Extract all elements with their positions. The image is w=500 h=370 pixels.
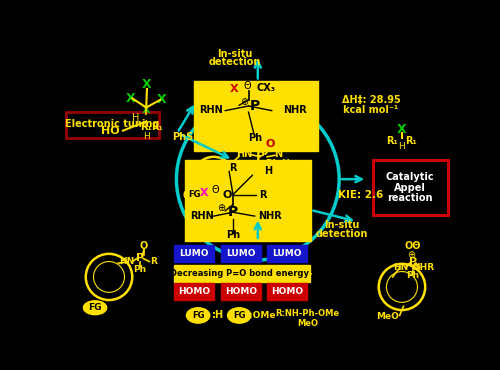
- Bar: [220, 283, 261, 300]
- Bar: [194, 81, 318, 151]
- Text: MeO: MeO: [297, 319, 318, 328]
- Text: Ph: Ph: [226, 231, 240, 240]
- Text: X: X: [230, 84, 239, 94]
- Text: HO: HO: [101, 126, 120, 136]
- Ellipse shape: [184, 188, 204, 202]
- Text: R:NH-Ph-OMe: R:NH-Ph-OMe: [276, 309, 340, 319]
- Text: X: X: [200, 188, 208, 198]
- Text: FG: FG: [233, 311, 245, 320]
- Text: R: R: [150, 257, 156, 266]
- Ellipse shape: [186, 308, 210, 323]
- Text: R: R: [229, 162, 237, 172]
- Text: MeO: MeO: [376, 313, 400, 322]
- Text: Θ: Θ: [243, 81, 251, 91]
- Text: R₁: R₁: [406, 137, 417, 147]
- Text: HOMO: HOMO: [178, 287, 210, 296]
- Text: O: O: [223, 189, 232, 199]
- Text: Appel: Appel: [394, 183, 426, 193]
- Text: H: H: [143, 132, 150, 141]
- Text: KIE: 2.6: KIE: 2.6: [338, 189, 384, 199]
- Ellipse shape: [228, 308, 251, 323]
- Text: OΘ: OΘ: [404, 241, 421, 251]
- Text: R₁: R₁: [386, 137, 398, 147]
- Text: NHR: NHR: [258, 211, 282, 221]
- Text: FG: FG: [192, 311, 204, 320]
- Text: reaction: reaction: [387, 194, 432, 204]
- Text: HOMO: HOMO: [271, 287, 304, 296]
- Text: RHN: RHN: [190, 211, 214, 221]
- Text: HOMO: HOMO: [224, 287, 257, 296]
- Text: ⊕: ⊕: [218, 204, 226, 213]
- Text: ⊕: ⊕: [407, 250, 416, 260]
- Text: FG: FG: [88, 303, 102, 312]
- Text: LUMO: LUMO: [272, 249, 302, 258]
- Bar: [185, 160, 310, 241]
- Text: O: O: [140, 241, 148, 251]
- Text: HN: HN: [236, 149, 252, 159]
- Text: ΔH‡: 28.95: ΔH‡: 28.95: [342, 95, 400, 105]
- Text: :H: :H: [212, 310, 224, 320]
- Text: CX₃: CX₃: [256, 83, 275, 92]
- Ellipse shape: [84, 301, 106, 314]
- Text: N: N: [274, 149, 282, 159]
- Text: detection: detection: [208, 57, 260, 67]
- Bar: [372, 160, 448, 215]
- Text: HN: HN: [119, 257, 134, 266]
- Text: P: P: [136, 253, 144, 263]
- Text: Ph: Ph: [248, 133, 262, 143]
- Text: R: R: [258, 190, 266, 200]
- Text: Ph: Ph: [134, 265, 146, 274]
- Text: R₁: R₁: [140, 122, 152, 132]
- Text: Catalytic: Catalytic: [386, 172, 434, 182]
- Text: X: X: [126, 92, 136, 105]
- Text: detection: detection: [316, 229, 368, 239]
- Text: X: X: [397, 122, 407, 135]
- Text: In-situ: In-situ: [217, 50, 252, 60]
- Text: kcal mol⁻¹: kcal mol⁻¹: [344, 105, 398, 115]
- Text: PhSiH₃: PhSiH₃: [172, 132, 209, 142]
- Text: X: X: [142, 78, 152, 91]
- Text: Decreasing P=O bond energy: Decreasing P=O bond energy: [170, 269, 308, 278]
- Bar: [267, 245, 308, 262]
- Bar: [174, 265, 310, 282]
- Text: Ph H: Ph H: [266, 159, 290, 168]
- Text: P: P: [408, 256, 417, 266]
- Text: H: H: [398, 142, 406, 151]
- Text: FG: FG: [188, 190, 200, 199]
- Text: X: X: [142, 105, 150, 115]
- Text: P: P: [228, 205, 238, 219]
- Bar: [174, 245, 214, 262]
- Text: :OMe: :OMe: [249, 311, 276, 320]
- Text: Θ: Θ: [212, 185, 219, 195]
- Text: ⊕: ⊕: [240, 97, 248, 107]
- Text: P: P: [256, 150, 264, 163]
- Text: LUMO: LUMO: [180, 249, 209, 258]
- Text: O: O: [266, 139, 275, 149]
- Text: R₁: R₁: [151, 122, 163, 132]
- Text: NHR: NHR: [283, 105, 307, 115]
- Bar: [66, 112, 158, 138]
- Text: HN: HN: [393, 263, 408, 272]
- Text: RHN: RHN: [200, 105, 223, 115]
- Bar: [267, 283, 308, 300]
- Text: In-situ: In-situ: [324, 221, 359, 231]
- Text: Electronic tuning: Electronic tuning: [65, 120, 160, 130]
- Text: X: X: [157, 93, 166, 106]
- Text: P: P: [250, 99, 260, 113]
- Text: NHR: NHR: [412, 263, 434, 272]
- Text: H: H: [264, 166, 272, 176]
- Bar: [174, 283, 214, 300]
- Text: Ph: Ph: [406, 271, 419, 280]
- Text: H: H: [132, 112, 139, 122]
- Text: LUMO: LUMO: [226, 249, 256, 258]
- Text: Ph: Ph: [284, 142, 298, 152]
- Bar: [220, 245, 261, 262]
